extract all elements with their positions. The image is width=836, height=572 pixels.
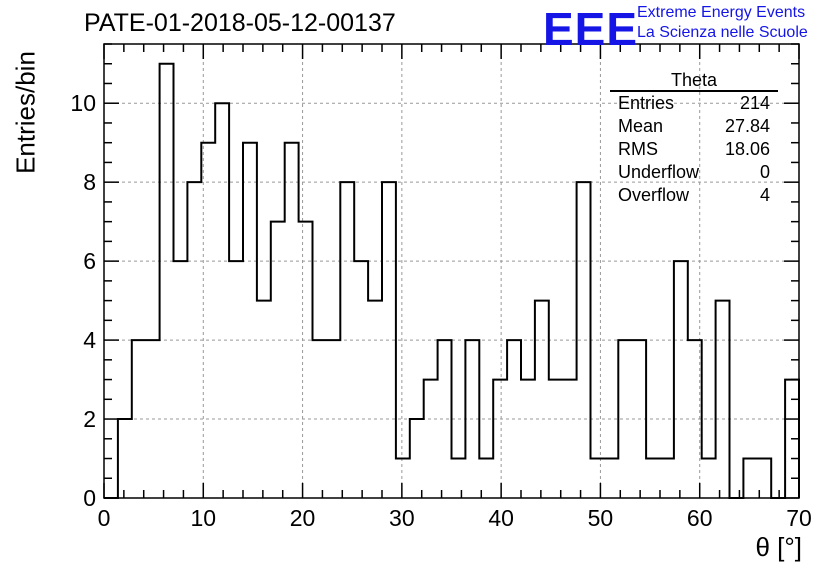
stats-row: Underflow 0 — [610, 161, 778, 184]
x-tick-label: 60 — [687, 505, 713, 531]
stats-label: Mean — [618, 116, 664, 136]
stats-value: 27.84 — [724, 116, 770, 136]
logo-caption-line-2: La Scienza nelle Scuole — [637, 24, 808, 41]
x-axis-label: θ [°] — [755, 532, 802, 562]
stats-value: 214 — [739, 93, 770, 113]
stats-label: Entries — [618, 93, 675, 113]
stats-value: 18.06 — [724, 139, 770, 159]
stats-row: Overflow 4 — [610, 184, 778, 207]
y-tick-label: 0 — [83, 485, 96, 511]
x-tick-label: 70 — [786, 505, 812, 531]
stats-row: Mean 27.84 — [610, 115, 778, 138]
logo-caption: Extreme Energy Events La Scienza nelle S… — [637, 3, 808, 43]
x-tick-label: 40 — [488, 505, 514, 531]
plot-frame — [103, 43, 800, 499]
axis-ticks — [103, 43, 800, 499]
y-tick-label: 10 — [70, 90, 96, 116]
histogram-line — [104, 62, 800, 499]
stats-row: Entries 214 — [610, 92, 778, 115]
stats-label: Overflow — [618, 185, 690, 205]
logo-caption-line-1: Extreme Energy Events — [637, 4, 806, 21]
eee-logo: EEE — [543, 3, 639, 55]
x-tick-label: 50 — [588, 505, 614, 531]
x-tick-label: 0 — [98, 505, 111, 531]
y-tick-label: 6 — [83, 248, 96, 274]
stats-title: Theta — [610, 70, 778, 92]
stats-row: RMS 18.06 — [610, 138, 778, 161]
y-tick-label: 8 — [83, 169, 96, 195]
stats-box: Theta Entries 214 Mean 27.84 RMS 18.06 U… — [610, 70, 778, 207]
x-tick-label: 20 — [290, 505, 316, 531]
x-tick-label: 10 — [190, 505, 216, 531]
stats-label: Underflow — [618, 162, 700, 182]
x-tick-label: 30 — [389, 505, 415, 531]
y-tick-label: 2 — [83, 406, 96, 432]
y-tick-label: 4 — [83, 327, 96, 353]
stats-label: RMS — [618, 139, 658, 159]
y-axis-label: Entries/bin — [10, 51, 41, 174]
stats-value: 0 — [759, 162, 770, 182]
stats-value: 4 — [759, 185, 770, 205]
chart-title: PATE-01-2018-05-12-00137 — [84, 9, 396, 37]
